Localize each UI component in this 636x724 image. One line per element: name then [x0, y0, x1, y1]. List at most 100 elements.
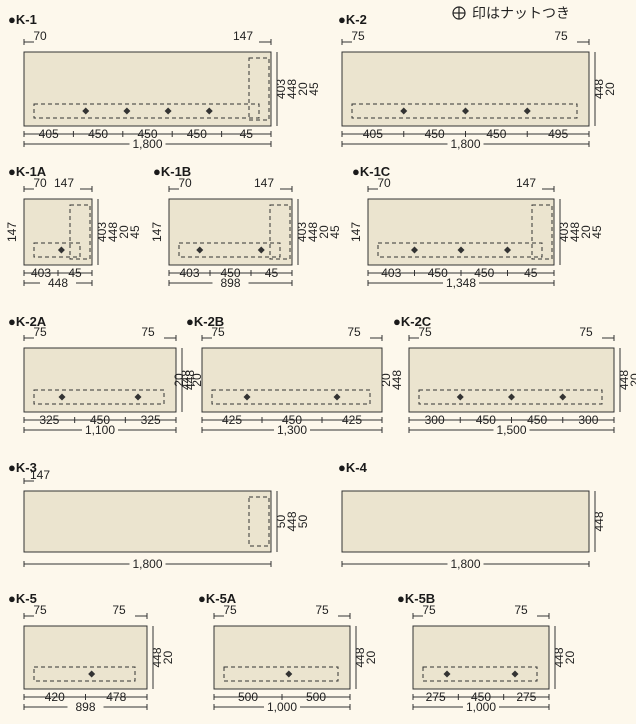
- side-box: [531, 204, 553, 260]
- dimension-mask: [493, 424, 530, 436]
- dimension-label: 45: [524, 266, 538, 280]
- dimension-mask: [264, 701, 300, 713]
- dimension-label: 75: [347, 325, 361, 339]
- dimension-label: 275: [516, 690, 536, 704]
- dimension-label: 425: [342, 413, 362, 427]
- dimension-mask: [274, 424, 310, 436]
- dimension-label: 403: [179, 266, 199, 280]
- total-dimension: 898: [75, 700, 95, 714]
- dimension-label: 448: [285, 79, 299, 99]
- dimension-label: 20: [603, 82, 617, 96]
- panel-label: ●K-2A: [8, 314, 47, 329]
- nut-icon: [508, 393, 515, 401]
- legend-text: 印はナットつき: [472, 5, 570, 21]
- nut-icon: [57, 246, 65, 254]
- nut-icon: [196, 246, 204, 254]
- bottom-channel: [211, 389, 371, 405]
- dimension-label: 450: [425, 127, 445, 141]
- dimension-label: 450: [474, 266, 494, 280]
- panel-body: [23, 51, 272, 127]
- nut-icon: [443, 670, 451, 678]
- total-dimension: 1,000: [466, 700, 496, 714]
- panel-label: ●K-5A: [198, 591, 237, 606]
- dimension-label: 70: [33, 29, 47, 43]
- nut-icon: [511, 670, 519, 678]
- panel-k-4: ●K-4 1,800 448: [338, 460, 606, 571]
- dimension-label: 45: [590, 225, 604, 239]
- dimension-label: 20: [579, 225, 593, 239]
- nut-symbol-icon: [452, 6, 466, 20]
- dimension-label: 478: [106, 690, 126, 704]
- dimension-label: 20: [379, 373, 393, 387]
- dimension-mask: [129, 138, 166, 150]
- nut-icon: [333, 393, 341, 401]
- panel-body: [23, 490, 272, 553]
- panel-label: ●K-1C: [352, 164, 391, 179]
- bottom-channel: [377, 242, 543, 258]
- dimension-label: 405: [363, 127, 383, 141]
- dimension-label: 448: [306, 222, 320, 242]
- dimension-mask: [463, 701, 499, 713]
- dimension-label: 450: [471, 690, 491, 704]
- nut-icon: [58, 393, 66, 401]
- dimension-label: 147: [30, 468, 50, 482]
- dimension-label: 147: [233, 29, 253, 43]
- dimension-label: 75: [514, 603, 528, 617]
- panel-body: [23, 198, 93, 266]
- nut-icon: [559, 393, 567, 401]
- dimension-mask: [443, 277, 479, 289]
- dimension-label: 75: [33, 325, 47, 339]
- dimension-label: 450: [486, 127, 506, 141]
- bottom-channel: [33, 389, 165, 405]
- dimension-label: 450: [527, 413, 547, 427]
- nut-icon: [123, 107, 131, 115]
- nut-icon: [285, 670, 293, 678]
- panel-label: ●K-2B: [186, 314, 224, 329]
- side-box: [248, 57, 270, 121]
- dimension-label: 425: [222, 413, 242, 427]
- total-dimension: 1,800: [132, 557, 162, 571]
- dimension-label: 147: [150, 222, 164, 242]
- bottom-channel: [33, 666, 136, 682]
- panel-body: [341, 51, 590, 127]
- dimension-label: 20: [190, 373, 204, 387]
- panel-label: ●K-2C: [393, 314, 432, 329]
- dimension-label: 45: [265, 266, 279, 280]
- dimension-label: 20: [296, 82, 310, 96]
- panel-body: [23, 625, 148, 690]
- bottom-channel: [223, 666, 339, 682]
- panel-body: [367, 198, 555, 266]
- dimension-label: 45: [328, 225, 342, 239]
- bottom-channel: [178, 242, 281, 258]
- dimension-label: 500: [238, 690, 258, 704]
- total-dimension: 1,800: [450, 137, 480, 151]
- dimension-label: 403: [381, 266, 401, 280]
- legend: 印はナットつき: [452, 5, 570, 21]
- dimension-label: 75: [112, 603, 126, 617]
- panel-label: ●K-1: [8, 12, 37, 27]
- dimension-label: 448: [390, 370, 404, 390]
- panel-label: ●K-2: [338, 12, 367, 27]
- dimension-label: 75: [554, 29, 568, 43]
- dimension-label: 75: [211, 325, 225, 339]
- dimension-label: 20: [161, 651, 175, 665]
- dimension-label: 45: [307, 82, 321, 96]
- nut-icon: [457, 246, 465, 254]
- dimension-label: 450: [282, 413, 302, 427]
- panel-body: [408, 347, 615, 413]
- dimension-label: 325: [141, 413, 161, 427]
- dimension-label: 75: [579, 325, 593, 339]
- panel-label: ●K-1B: [153, 164, 191, 179]
- bottom-channel: [422, 666, 538, 682]
- total-dimension: 448: [48, 276, 68, 290]
- panel-body: [201, 347, 383, 413]
- bottom-channel: [351, 103, 578, 119]
- nut-icon: [257, 246, 265, 254]
- panel-body: [23, 347, 177, 413]
- dimension-label: 300: [578, 413, 598, 427]
- dimension-label: 405: [39, 127, 59, 141]
